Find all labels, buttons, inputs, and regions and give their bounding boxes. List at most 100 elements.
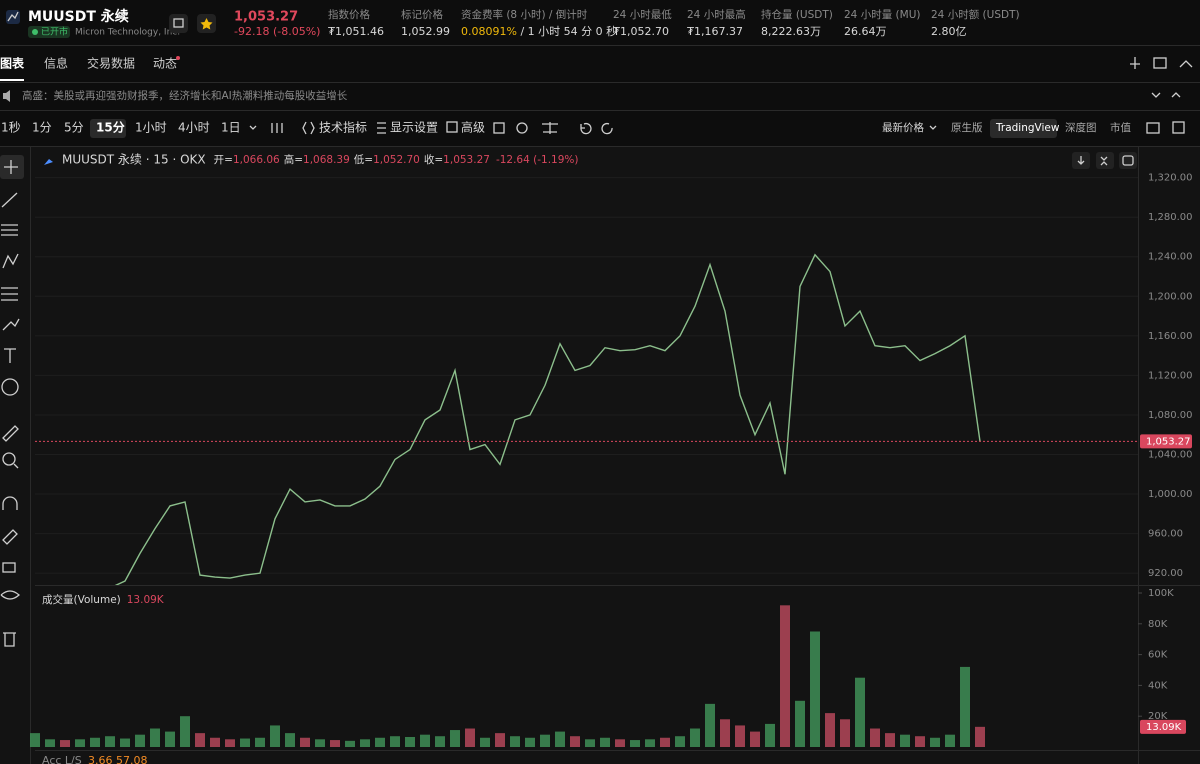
volume-bar: [180, 716, 190, 747]
view[interactable]: 市值: [1110, 121, 1132, 134]
speaker-icon: [3, 90, 10, 102]
volume-bar: [345, 740, 355, 747]
tab-underline: [0, 79, 24, 81]
footer-label: Acc L/S: [42, 754, 82, 764]
footer-values: 3.66 57.08: [88, 754, 147, 764]
volume-bar: [555, 731, 565, 747]
price-line: [114, 253, 981, 585]
legend-change: -12.64 (-1.19%): [496, 154, 579, 166]
volume-bar: [315, 739, 325, 747]
stat-value-text: ₮1,052.70: [613, 25, 669, 38]
volume-bar: [255, 737, 265, 747]
volume-bar: [735, 725, 745, 747]
y-tick-label: 1,160.00: [1148, 331, 1193, 342]
y-tick-label: 100K: [1148, 588, 1174, 599]
y-tick-label: 1,320.00: [1148, 173, 1193, 184]
stat-value-text: ₮1,167.37: [687, 25, 743, 38]
stat-label: 标记价格: [401, 8, 443, 21]
interval[interactable]: 4小时: [178, 121, 210, 135]
volume-bar: [915, 736, 925, 747]
chart-background: [0, 147, 1200, 764]
y-tick-label: 1,040.00: [1148, 449, 1193, 460]
volume-bar: [420, 734, 430, 747]
volume-bar: [870, 728, 880, 747]
volume-bar: [855, 677, 865, 747]
volume-bar: [645, 739, 655, 747]
volume-bar: [825, 713, 835, 747]
price-change: -92.18 (-8.05%): [234, 25, 320, 38]
stat-value-text: 26.64万: [844, 25, 887, 38]
status-dot: [32, 29, 38, 35]
interval[interactable]: 5分: [64, 121, 84, 135]
volume-bar: [630, 740, 640, 747]
volume-bar: [30, 733, 40, 747]
volume-bar: [375, 737, 385, 747]
stat-extra: / 1 小时 54 分 0 秒: [517, 24, 617, 38]
tab[interactable]: 图表: [0, 56, 25, 71]
interval[interactable]: 1分: [32, 121, 52, 135]
y-tick-label: 1,080.00: [1148, 410, 1193, 421]
drawing-tools[interactable]: [0, 155, 24, 647]
interval[interactable]: 1秒: [1, 121, 21, 135]
tab[interactable]: 交易数据: [87, 56, 135, 71]
volume-legend-value: 13.09K: [127, 594, 165, 606]
chevron[interactable]: [117, 13, 127, 19]
book-button[interactable]: [169, 14, 188, 33]
interval[interactable]: 1日: [221, 121, 241, 135]
volume-bar: [210, 737, 220, 747]
view[interactable]: TradingView: [995, 122, 1060, 134]
stat-label: 24 小时最低: [613, 8, 672, 21]
volume-bar: [810, 631, 820, 747]
volume-bar: [360, 739, 370, 747]
stat-label: 持仓量 (USDT): [761, 8, 833, 21]
stat-value: 0.08091% / 1 小时 54 分 0 秒: [461, 24, 617, 38]
interval[interactable]: 15分: [96, 120, 125, 135]
tab[interactable]: 动态: [153, 57, 177, 71]
stat-label: 24 小时量 (MU): [844, 9, 920, 21]
legend-label: 高=: [284, 153, 303, 166]
volume-bar: [510, 736, 520, 747]
legend-value: 1,053.27: [443, 154, 490, 166]
legend-label: 低=: [354, 153, 373, 166]
legend-value: 1,052.70: [373, 154, 420, 166]
volume-bar: [840, 719, 850, 747]
stat-value-text: ₮1,051.46: [328, 25, 384, 38]
header-icons[interactable]: [1130, 57, 1193, 98]
chart-buttons[interactable]: [1072, 152, 1137, 169]
volume-bar: [975, 726, 985, 747]
y-tick-label: 40K: [1148, 680, 1168, 691]
tool[interactable]: 显示设置: [390, 121, 438, 135]
legend-label: 开=: [214, 154, 233, 166]
volume-bar: [495, 733, 505, 747]
y-tick-label: 1,000.00: [1148, 489, 1193, 500]
stat-value-text: 2.80亿: [931, 25, 967, 38]
volume-bar: [90, 737, 100, 747]
y-tick-label: 920.00: [1148, 568, 1183, 579]
stat-value-text: 8,222.63万: [761, 25, 821, 38]
view[interactable]: 深度图: [1065, 121, 1097, 134]
volume-bar: [765, 723, 775, 747]
volume-bar: [300, 737, 310, 747]
price-type[interactable]: 最新价格: [882, 121, 924, 134]
y-tick-label: 1,240.00: [1148, 252, 1193, 263]
last-price-box: [1140, 434, 1192, 449]
volume-bar: [750, 731, 760, 747]
volume-bar: [165, 731, 175, 747]
view-highlight: [990, 119, 1057, 138]
volume-bar: [780, 605, 790, 747]
tab-dot: [176, 56, 180, 60]
view[interactable]: 原生版: [951, 121, 983, 134]
symbol[interactable]: MUUSDT 永续: [28, 8, 129, 25]
volume-bar: [285, 733, 295, 747]
interval[interactable]: 1小时: [135, 121, 167, 135]
y-tick-label: 20K: [1148, 711, 1168, 722]
stat-value: 8,222.63万: [761, 25, 821, 38]
tool[interactable]: 高级: [461, 120, 485, 135]
y-tick-label: 80K: [1148, 619, 1168, 630]
legend-symbol: MUUSDT 永续 · 15 · OKX: [62, 153, 206, 167]
toolbar-icons[interactable]: [249, 121, 1185, 135]
tool[interactable]: 技术指标: [319, 120, 367, 135]
tab[interactable]: 信息: [44, 56, 68, 71]
volume-bar: [960, 666, 970, 747]
volume-bar: [570, 736, 580, 747]
